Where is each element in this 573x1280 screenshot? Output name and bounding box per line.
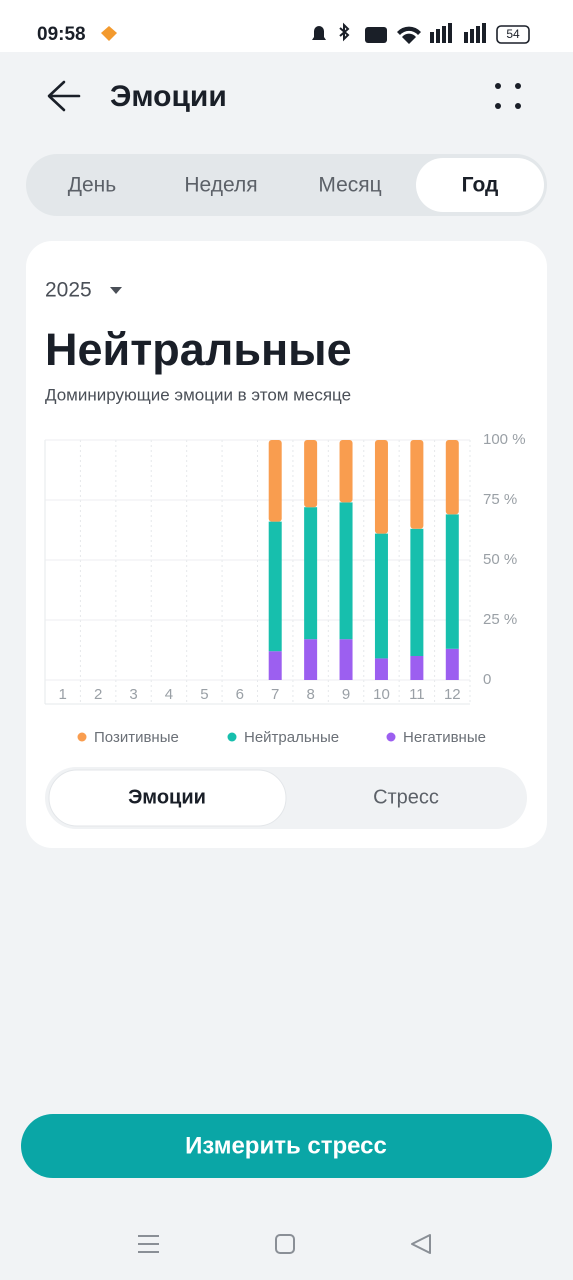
bar-segment [410,656,424,680]
bar-segment [445,514,459,649]
subtitle: Доминирующие эмоции в этом месяце [45,385,351,404]
y-tick-label: 75 % [483,491,517,508]
wifi-icon [397,26,421,44]
legend-marker [77,732,87,742]
signal-icon [470,29,474,43]
bar-segment [268,440,282,522]
y-tick-label: 50 % [483,551,517,568]
dropdown-icon[interactable] [110,287,122,294]
tab-selected [416,158,544,212]
nav-bar [138,1234,431,1254]
status-icons [312,22,486,44]
bar-segment [304,639,318,680]
toggle-option[interactable]: Эмоции [128,786,206,808]
legend-label: Позитивные [94,729,179,746]
hd-icon [365,27,387,43]
bar-segment [339,502,353,640]
headline: Нейтральные [45,324,352,375]
tab[interactable]: День [68,174,116,197]
chart: 025 %50 %75 %100 %1 2 3 4 5 6 7 8 9 10 11 12Позитив… [44,431,526,746]
menu-button[interactable] [495,83,521,109]
signal-icon [476,26,480,43]
x-tick-label: 12 [444,686,461,703]
bar-segment [445,648,459,680]
toggle-option[interactable]: Стресс [373,786,439,808]
mute-icon [312,26,326,40]
bar-segment [374,533,388,659]
card [26,241,547,848]
bar-segment [268,651,282,680]
y-tick-label: 0 [483,671,491,688]
signal-icon [442,26,446,43]
tab[interactable]: Год [462,174,499,197]
header-title: Эмоции [110,80,227,113]
bar-segment [410,528,424,656]
signal-icon [482,23,486,43]
signal-icon [464,32,468,43]
status-app-icon [101,26,117,41]
legend-marker [227,732,237,742]
toggle-selected [48,769,287,827]
bar-segment [304,440,318,508]
x-tick-label: 5 [200,686,208,703]
bar-segment [339,639,353,680]
signal-icon [430,32,434,43]
measure-button-label[interactable]: Измерить стресс [185,1132,387,1159]
nav-home[interactable] [275,1234,295,1254]
back-button[interactable] [47,80,81,112]
signal-icon [448,23,452,43]
x-tick-label: 3 [129,686,137,703]
bar-segment [374,658,388,680]
measure-button[interactable] [21,1114,552,1178]
bar-segment [374,440,388,534]
legend-label: Нейтральные [244,729,339,746]
tab[interactable]: Неделя [184,174,257,197]
nav-back[interactable] [411,1234,431,1254]
bar-segment [268,521,282,652]
x-tick-label: 2 [94,686,102,703]
signal-icon [436,29,440,43]
bar-segment [304,507,318,640]
status-bar [0,0,573,52]
y-tick-label: 25 % [483,611,517,628]
legend-label: Негативные [403,729,486,746]
battery-level: 54 [506,27,520,41]
x-tick-label: 8 [306,686,314,703]
tab[interactable]: Месяц [318,174,381,197]
x-tick-label: 9 [342,686,350,703]
battery-icon [496,25,530,44]
status-time: 09:58 [37,24,86,45]
legend-marker [386,732,396,742]
x-tick-label: 11 [409,686,425,703]
nav-menu[interactable] [138,1235,159,1253]
x-tick-label: 4 [165,686,173,703]
bar-segment [410,440,424,529]
bar-segment [339,440,353,503]
tab-bar [26,154,547,216]
x-tick-label: 10 [373,686,390,703]
year-selector[interactable]: 2025 [45,279,92,302]
x-tick-label: 6 [236,686,244,703]
x-tick-label: 1 [59,686,67,703]
bar-segment [445,440,459,515]
bluetooth-icon [339,22,350,42]
y-tick-label: 100 % [483,431,526,448]
x-tick-label: 7 [271,686,279,703]
